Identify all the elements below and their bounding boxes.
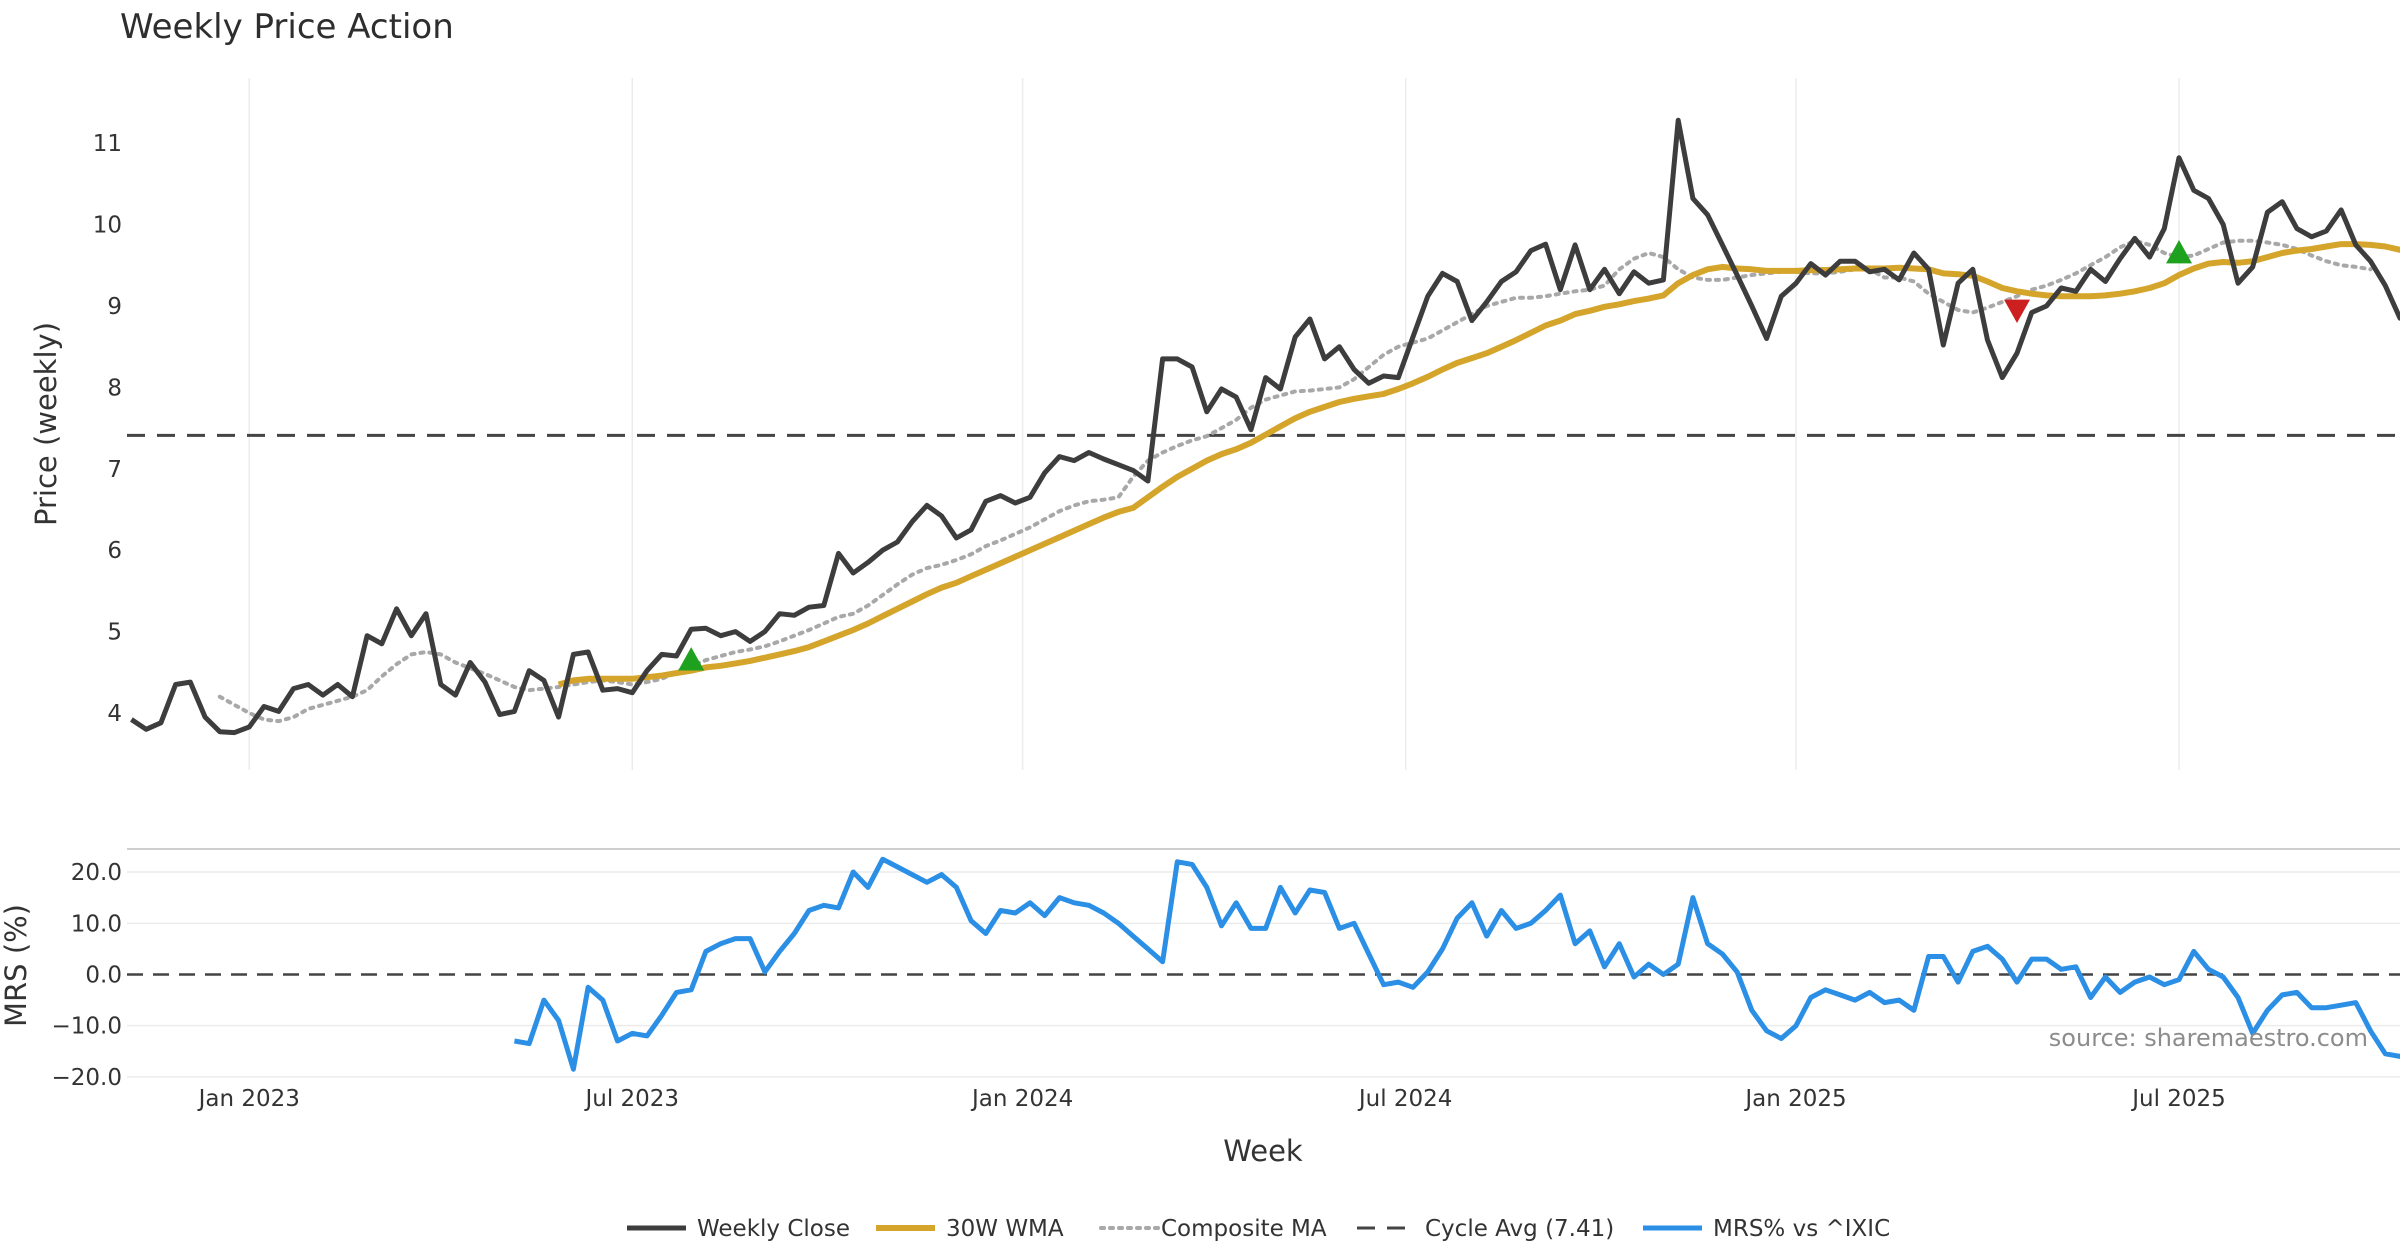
mrs-y-ticks: 20.0 10.0 0.0 −10.0 −20.0 xyxy=(52,860,122,1091)
price-panel: 4 5 6 7 8 9 10 11 Price (weekly) xyxy=(29,78,2400,770)
legend-label-mrs: MRS% vs ^IXIC xyxy=(1713,1216,1890,1242)
source-note: source: sharemaestro.com xyxy=(2049,1024,2368,1052)
weekly-close-line xyxy=(130,117,2400,736)
x-tick-4: Jan 2025 xyxy=(1743,1086,1846,1112)
buy-signal-marker-0 xyxy=(678,647,705,671)
price-y-tick-8: 8 xyxy=(107,375,122,401)
mrs-y-tick-3: −10.0 xyxy=(52,1014,122,1040)
legend-item-cycle-avg: Cycle Avg (7.41) xyxy=(1357,1216,1614,1242)
legend: Weekly Close 30W WMA Composite MA Cycle … xyxy=(627,1216,1890,1242)
x-tick-0: Jan 2023 xyxy=(197,1086,300,1112)
legend-item-weekly-close: Weekly Close xyxy=(627,1216,850,1242)
x-tick-5: Jul 2025 xyxy=(2130,1086,2226,1112)
price-y-tick-6: 6 xyxy=(107,538,122,564)
mrs-grid xyxy=(127,871,2400,1078)
mrs-y-tick-4: −20.0 xyxy=(52,1065,122,1091)
x-tick-2: Jan 2024 xyxy=(970,1086,1073,1112)
price-y-tick-7: 7 xyxy=(107,457,122,483)
price-y-tick-4: 4 xyxy=(107,701,122,727)
legend-item-wma: 30W WMA xyxy=(876,1216,1064,1242)
price-y-axis-label: Price (weekly) xyxy=(29,322,63,526)
mrs-y-tick-0: 20.0 xyxy=(71,860,122,886)
mrs-line xyxy=(513,856,2400,1072)
buy-signal-marker-2 xyxy=(2166,240,2193,264)
legend-label-composite-ma: Composite MA xyxy=(1161,1216,1327,1242)
x-axis-ticks: Jan 2023 Jul 2023 Jan 2024 Jul 2024 Jan 2025… xyxy=(197,1086,2226,1112)
x-tick-3: Jul 2024 xyxy=(1357,1086,1453,1112)
price-grid xyxy=(248,78,2180,770)
composite-ma-line xyxy=(217,238,2373,724)
mrs-panel: 20.0 10.0 0.0 −10.0 −20.0 MRS (%) source: sh… xyxy=(0,848,2400,1091)
mrs-y-axis-label: MRS (%) xyxy=(0,904,33,1027)
price-y-tick-10: 10 xyxy=(93,213,122,239)
legend-item-mrs: MRS% vs ^IXIC xyxy=(1643,1216,1890,1242)
chart-title: Weekly Price Action xyxy=(120,7,454,47)
price-y-tick-11: 11 xyxy=(93,131,122,157)
x-axis-label: Week xyxy=(1223,1134,1303,1168)
x-tick-1: Jul 2023 xyxy=(583,1086,679,1112)
legend-label-cycle-avg: Cycle Avg (7.41) xyxy=(1425,1216,1614,1242)
sell-signal-marker-1 xyxy=(2003,299,2030,324)
price-y-tick-9: 9 xyxy=(107,294,122,320)
mrs-y-tick-1: 10.0 xyxy=(71,911,122,937)
price-y-tick-5: 5 xyxy=(107,620,122,646)
legend-item-composite-ma: Composite MA xyxy=(1099,1216,1327,1242)
legend-label-wma: 30W WMA xyxy=(946,1216,1064,1242)
wma-30w-line xyxy=(557,241,2400,688)
signal-markers xyxy=(678,240,2193,671)
mrs-y-tick-2: 0.0 xyxy=(85,962,122,988)
legend-label-weekly-close: Weekly Close xyxy=(697,1216,850,1242)
price-y-ticks: 4 5 6 7 8 9 10 11 xyxy=(93,131,122,727)
